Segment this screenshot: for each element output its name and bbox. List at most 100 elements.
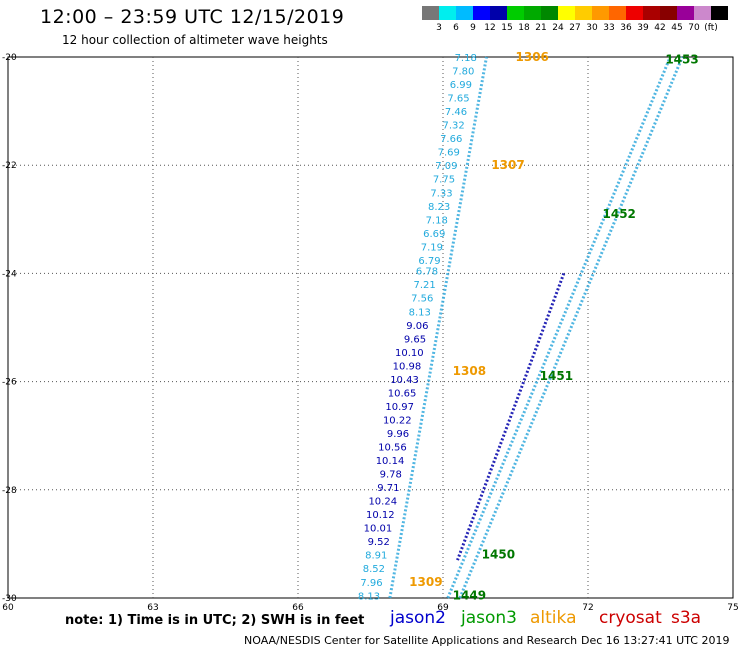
footer-note: note: 1) Time is in UTC; 2) SWH is in fe…: [65, 613, 365, 628]
legend-swatch: [694, 6, 711, 20]
pass-number-label: 1308: [453, 364, 486, 378]
lat-tick-label: -28: [2, 486, 17, 496]
wave-height-label: 10.56: [378, 443, 407, 454]
timestamp-text: Dec 16 13:27:41 UTC 2019: [581, 634, 730, 647]
wave-height-label: 8.23: [428, 202, 450, 213]
pass-number-label: 1453: [665, 53, 698, 67]
legend-label: 36: [620, 23, 632, 33]
satellite-track: [458, 56, 684, 599]
satellite-legend-item: jason2: [390, 608, 446, 628]
satellite-track: [456, 272, 566, 561]
legend-label: 18: [518, 23, 530, 33]
wave-height-label: 10.10: [395, 348, 424, 359]
legend-label: 39: [637, 23, 649, 33]
legend-label: 6: [453, 23, 459, 33]
satellite-legend-item: cryosat: [599, 608, 662, 628]
lon-tick-label: 66: [292, 603, 304, 613]
map-subtitle: 12 hour collection of altimeter wave hei…: [62, 33, 328, 47]
legend-label: 33: [603, 23, 615, 33]
legend-swatch: [643, 6, 660, 20]
satellite-legend-item: s3a: [671, 608, 702, 628]
wave-height-label: 7.56: [411, 294, 433, 305]
pass-number-label: 1307: [491, 158, 524, 172]
lat-tick-label: -24: [2, 269, 17, 279]
wave-height-label: 9.52: [368, 537, 390, 548]
wave-height-label: 7.32: [442, 121, 464, 132]
pass-number-label: 1309: [409, 575, 442, 589]
wave-height-label: 10.98: [393, 361, 422, 372]
wave-height-label: 10.12: [366, 510, 395, 521]
wave-height-label: 10.24: [368, 497, 397, 508]
wave-height-label: 8.13: [409, 307, 431, 318]
wave-height-label: 6.69: [423, 229, 445, 240]
legend-label: 70: [688, 23, 700, 33]
lon-tick-label: 72: [582, 603, 593, 613]
satellite-legend-item: jason3: [461, 608, 517, 628]
credit-text: NOAA/NESDIS Center for Satellite Applica…: [244, 634, 578, 647]
wave-height-label: 10.14: [376, 456, 405, 467]
wave-height-label: 10.43: [390, 375, 419, 386]
legend-swatch: [677, 6, 694, 20]
legend-swatch: [422, 6, 439, 20]
legend-swatch: [609, 6, 626, 20]
wave-height-label: 6.79: [418, 256, 440, 267]
legend-swatch: [456, 6, 473, 20]
legend-swatch: [592, 6, 609, 20]
lon-tick-label: 60: [2, 603, 14, 613]
wave-height-label: 7.09: [435, 161, 457, 172]
legend-label: 30: [586, 23, 598, 33]
legend-swatch: [575, 6, 592, 20]
wave-height-label: 9.06: [406, 321, 428, 332]
legend-swatch: [473, 6, 490, 20]
legend-label: 15: [501, 23, 513, 33]
legend-swatch: [711, 6, 728, 20]
wave-height-label: 10.22: [383, 415, 412, 426]
satellite-legend-item: altika: [530, 608, 577, 628]
wave-height-label: 9.65: [404, 334, 426, 345]
lat-tick-label: -30: [2, 594, 17, 604]
lat-tick-label: -22: [2, 161, 17, 171]
wave-height-label: 7.21: [413, 280, 435, 291]
wave-height-label: 9.96: [387, 429, 409, 440]
pass-number-label: 1449: [453, 588, 486, 602]
wave-height-label: 6.78: [416, 267, 438, 278]
legend-swatch: [439, 6, 456, 20]
wave-height-label: 10.97: [385, 402, 414, 413]
legend-swatch: [507, 6, 524, 20]
legend-label: 45: [671, 23, 683, 33]
wave-height-label: 10.01: [364, 524, 393, 535]
wave-height-label: 8.13: [358, 591, 380, 602]
wave-height-label: 9.78: [380, 470, 402, 481]
legend-swatch: [524, 6, 541, 20]
legend-swatch: [660, 6, 677, 20]
wave-height-label: 7.96: [360, 578, 382, 589]
wave-height-label: 7.66: [440, 134, 462, 145]
lon-tick-label: 63: [147, 603, 158, 613]
wave-height-label: 7.19: [421, 242, 443, 253]
legend-label: 42: [654, 23, 666, 33]
pass-number-label: 1452: [603, 207, 636, 221]
wave-height-label: 7.46: [445, 107, 467, 118]
pass-number-label: 1451: [540, 369, 573, 383]
legend-label: 3: [436, 23, 442, 33]
wave-height-label: 8.91: [365, 551, 387, 562]
pass-number-label: 1450: [482, 548, 515, 562]
wave-height-label: 7.18: [426, 215, 448, 226]
lat-tick-label: -20: [2, 53, 17, 63]
wave-height-label: 7.80: [452, 67, 474, 78]
map-frame: [7, 56, 734, 599]
legend-swatch: [490, 6, 507, 20]
wave-height-label: 7.18: [455, 53, 477, 64]
legend-swatch: [541, 6, 558, 20]
legend-label: 12: [484, 23, 496, 33]
wave-height-label: 7.69: [438, 148, 460, 159]
wave-height-label: 9.71: [377, 483, 399, 494]
wave-height-label: 8.52: [363, 564, 385, 575]
satellite-track: [446, 56, 672, 599]
legend-label: 9: [470, 23, 476, 33]
legend-label: 24: [552, 23, 564, 33]
legend-label: 27: [569, 23, 581, 33]
legend-label: 21: [535, 23, 547, 33]
map-title: 12:00 – 23:59 UTC 12/15/2019: [40, 6, 345, 28]
